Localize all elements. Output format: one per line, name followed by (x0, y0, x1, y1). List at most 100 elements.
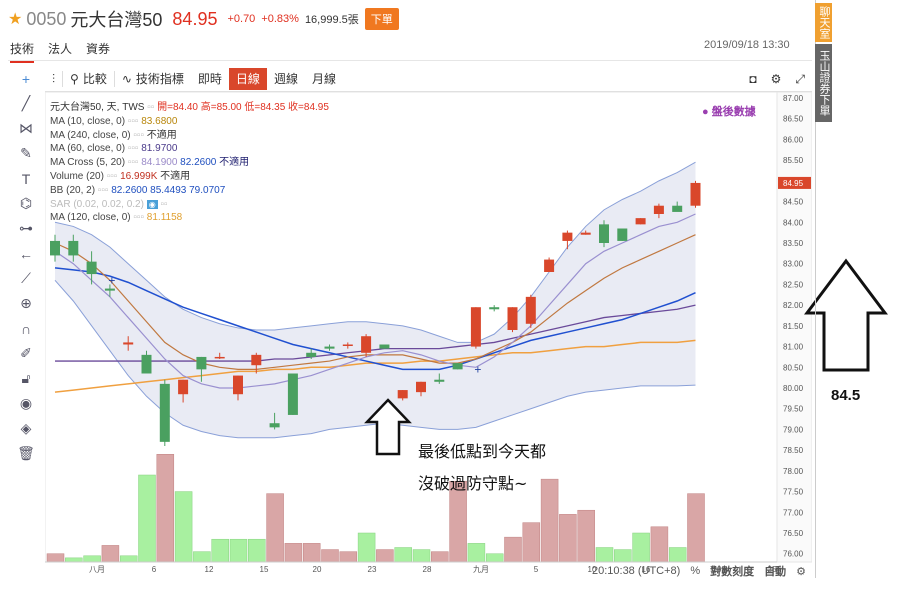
volume-bar (522, 522, 541, 563)
bar-type-icon[interactable]: ⫶ (52, 71, 56, 86)
x-tick-label: 16 (642, 565, 651, 574)
auto-scale-toggle[interactable]: 自動 (764, 566, 787, 578)
footer-time: 20:10:38 (UTC+8) (591, 565, 681, 577)
pattern-icon[interactable]: ⌬ (19, 195, 33, 211)
interval-weekly[interactable]: 週線 (273, 71, 298, 86)
y-tick-label: 84.50 (783, 198, 804, 207)
legend-bb-v2: 85.4493 (150, 184, 187, 196)
magnet-icon[interactable]: ∩ (20, 320, 32, 337)
tab-technical[interactable]: 技術 (10, 40, 35, 63)
legend-macross-v1: 84.1900 (141, 157, 178, 169)
zoom-in-icon[interactable]: ⊕ (20, 295, 32, 311)
lock-draw-icon[interactable]: ✐ (20, 345, 32, 361)
drawing-toolbar: + ╱ ⋈ ✎ T ⌬ ⊶ ← ⟋ ⊕ ∩ ✐ 🔓︎ ◉ ◈ 🗑︎ (8, 66, 44, 486)
candle-body (617, 228, 628, 241)
divider (8, 60, 812, 61)
tab-institutional[interactable]: 法人 (48, 42, 73, 56)
trash-icon[interactable]: 🗑︎ (17, 445, 35, 461)
prediction-icon[interactable]: ⊶ (19, 220, 33, 236)
y-tick-label: 77.00 (783, 508, 804, 517)
tab-margin[interactable]: 資券 (86, 42, 111, 56)
back-arrow-icon[interactable]: ← (19, 245, 33, 262)
legend-macross-v3: 不適用 (219, 157, 250, 169)
after-hours-link[interactable]: ● 盤後數據 (702, 103, 756, 119)
volume-bar (248, 538, 266, 563)
legend-volume-v2: 不適用 (160, 170, 191, 182)
chart-footer: 20:10:38 (UTC+8) % 對數刻度 自動 ⚙ (45, 563, 812, 579)
percent-toggle[interactable]: % (690, 565, 701, 577)
legend-sar-label: SAR (0.02, 0.02, 0.2) (50, 198, 144, 210)
layers-icon[interactable]: ◈ (20, 420, 32, 436)
ruler-icon[interactable]: ⟋ (21, 270, 31, 286)
y-tick-label: 82.50 (783, 280, 804, 289)
legend-ma60: MA (60, close, 0) ▫▫▫ 81.9700 (50, 142, 329, 156)
candle-body (342, 344, 353, 346)
crosshair-icon[interactable]: + (21, 70, 31, 87)
volume-bar (540, 478, 559, 563)
visibility-toggle-icon[interactable]: ◉ (146, 199, 158, 209)
log-scale-toggle[interactable]: 對數刻度 (710, 566, 755, 578)
volume-bar (156, 454, 175, 563)
star-icon[interactable]: ★ (8, 11, 23, 28)
compare-label: 比較 (82, 71, 107, 86)
big-up-arrow-icon (804, 258, 888, 372)
volume-bar (467, 543, 486, 563)
gear-icon[interactable]: ⚙ (796, 565, 806, 578)
legend-icons: ▫▫ (157, 198, 168, 210)
y-tick-label: 81.50 (783, 322, 804, 331)
stock-header: ★ 0050 元大台灣50 84.95 +0.70 +0.83% 16,999.… (8, 8, 399, 30)
interval-daily[interactable]: 日線 (228, 67, 267, 90)
order-button[interactable]: 下單 (364, 8, 399, 30)
candle-body (123, 342, 134, 345)
compare-button[interactable]: ⚲ 比較 (63, 68, 114, 90)
lock-icon[interactable]: 🔓︎ (21, 370, 31, 386)
candle-body (580, 232, 591, 235)
indicators-button[interactable]: ∿ 技術指標 (115, 68, 191, 90)
eye-icon[interactable]: ◉ (19, 395, 33, 411)
candle-body (599, 224, 609, 243)
volume-bar (83, 555, 101, 563)
fib-icon[interactable]: ⋈ (19, 120, 33, 136)
candle-body (507, 307, 518, 330)
candle-body (269, 423, 280, 428)
stock-code: 0050 (26, 8, 67, 29)
trend-line-icon[interactable]: ╱ (21, 95, 31, 111)
y-tick-label: 76.00 (783, 550, 804, 559)
volume-bar (302, 543, 321, 563)
fullscreen-icon[interactable]: ⤢ (795, 71, 805, 86)
camera-icon[interactable]: ◘ (749, 71, 757, 86)
volume-bar (193, 551, 211, 563)
volume-bar (284, 543, 303, 563)
candle-body (178, 379, 189, 395)
annotation-level: 84.5 (831, 387, 861, 404)
candle-body (672, 205, 683, 212)
brush-icon[interactable]: ✎ (20, 145, 32, 161)
candle-body (434, 379, 445, 382)
annotation-line2: 沒破過防守點~ (418, 474, 528, 493)
volume-bar (504, 536, 522, 563)
price-chart[interactable]: ++87.0086.5086.0085.5085.0084.5084.0083.… (44, 91, 813, 577)
chat-room-button[interactable]: 聊天室 (815, 3, 832, 42)
volume-bar (595, 547, 614, 563)
x-tick-label: 20 (313, 565, 322, 574)
volume-bar (614, 549, 632, 563)
legend-bb: BB (20, 2) ▫▫▫ 82.2600 85.4493 79.0707 (50, 184, 329, 198)
chart-area[interactable]: ++87.0086.5086.0085.5085.0084.5084.0083.… (44, 91, 813, 577)
volume-bar (687, 493, 705, 563)
legend-icons: ▫▫▫ (125, 143, 142, 155)
y-tick-label: 77.50 (783, 488, 804, 497)
y-tick-label: 85.50 (783, 156, 804, 165)
gear-icon[interactable]: ⚙ (770, 71, 782, 86)
volume-bar (101, 545, 120, 563)
legend-icons: ▫▫▫ (125, 115, 142, 127)
legend-ohlc: 開=84.40 高=85.00 低=84.35 收=84.95 (157, 102, 329, 113)
interval-monthly[interactable]: 月線 (311, 71, 336, 86)
candle-body (324, 346, 335, 349)
text-icon[interactable]: T (21, 170, 31, 187)
x-tick-label: 6 (152, 565, 157, 574)
broker-order-button[interactable]: 玉山證券下單 (815, 44, 832, 122)
y-tick-label: 87.00 (783, 94, 804, 103)
interval-intraday[interactable]: 即時 (197, 71, 222, 86)
legend-ma120: MA (120, close, 0) ▫▫▫ 81.1158 (50, 211, 329, 225)
y-tick-label: 83.00 (783, 260, 804, 269)
